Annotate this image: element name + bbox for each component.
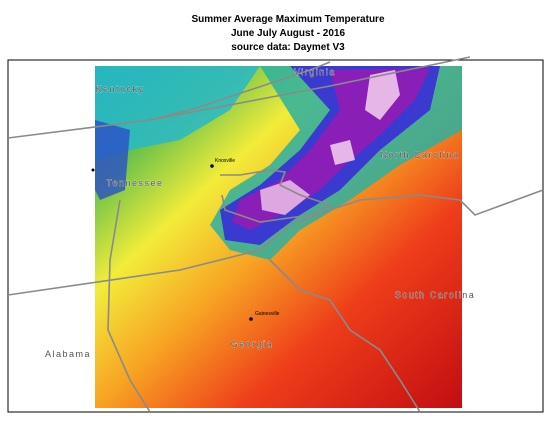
title-line: Summer Average Maximum Temperature [191, 14, 384, 25]
state-label: Kentucky [95, 84, 144, 94]
state-label: Alabama [45, 349, 91, 359]
state-label: South Carolina [395, 290, 476, 300]
city-dot [91, 168, 95, 172]
title-line: source data: Daymet V3 [231, 42, 345, 53]
city-dot [249, 317, 253, 321]
title-line: June July August - 2016 [231, 28, 346, 39]
city-label: Gainesville [255, 311, 280, 317]
city-label: Knoxville [215, 158, 235, 164]
state-label: North Carolina [380, 150, 459, 160]
state-label: Georgia [231, 339, 274, 349]
state-borders [7, 56, 544, 413]
city-dot [210, 164, 214, 168]
state-label: Virginia [294, 67, 336, 77]
temperature-raster [95, 66, 462, 408]
state-label: Tennessee [106, 178, 163, 188]
